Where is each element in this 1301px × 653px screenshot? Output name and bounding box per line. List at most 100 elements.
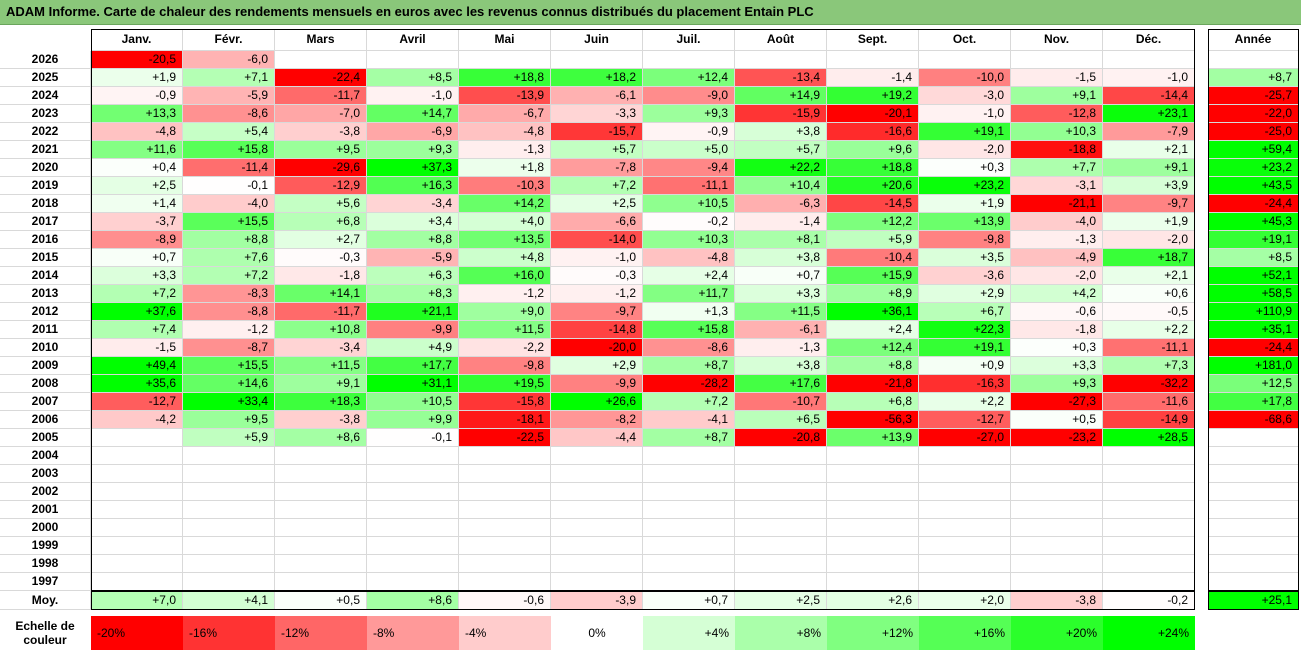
heatmap-cell: -2,2 xyxy=(459,339,551,357)
month-header: Janv. xyxy=(91,29,183,51)
heatmap-cell: -4,8 xyxy=(643,249,735,267)
heatmap-cell xyxy=(183,501,275,519)
year-label: 2020 xyxy=(0,159,91,177)
heatmap-cell: +18,2 xyxy=(551,69,643,87)
heatmap-cell xyxy=(1103,447,1195,465)
heatmap-cell xyxy=(459,555,551,573)
year-label: 2019 xyxy=(0,177,91,195)
heatmap-cell xyxy=(643,555,735,573)
heatmap-cell: +31,1 xyxy=(367,375,459,393)
heatmap-cell: +12,2 xyxy=(827,213,919,231)
heatmap-cell: +15,9 xyxy=(827,267,919,285)
year-label: 1998 xyxy=(0,555,91,573)
heatmap-cell: -1,5 xyxy=(1011,69,1103,87)
heatmap-cell xyxy=(827,51,919,69)
year-label: 2012 xyxy=(0,303,91,321)
annual-cell: +181,0 xyxy=(1208,357,1299,375)
annual-cell xyxy=(1208,519,1299,537)
scale-swatch: +8% xyxy=(735,616,827,650)
heatmap-cell: +8,7 xyxy=(643,429,735,447)
heatmap-cell: -6,3 xyxy=(735,195,827,213)
heatmap-cell xyxy=(459,519,551,537)
heatmap-cell: +8,7 xyxy=(643,357,735,375)
year-label: 2006 xyxy=(0,411,91,429)
heatmap-cell xyxy=(91,555,183,573)
scale-swatch: +12% xyxy=(827,616,919,650)
heatmap-cell: -29,6 xyxy=(275,159,367,177)
heatmap-cell: +2,1 xyxy=(1103,267,1195,285)
heatmap-cell: -0,6 xyxy=(1011,303,1103,321)
heatmap-cell: +7,2 xyxy=(183,267,275,285)
annual-cell: -68,6 xyxy=(1208,411,1299,429)
heatmap-cell: +2,2 xyxy=(1103,321,1195,339)
heatmap-cell: +2,9 xyxy=(551,357,643,375)
heatmap-cell: +10,5 xyxy=(643,195,735,213)
heatmap-cell: +16,0 xyxy=(459,267,551,285)
heatmap-cell: +4,2 xyxy=(1011,285,1103,303)
heatmap-cell: -8,8 xyxy=(183,303,275,321)
heatmap-cell xyxy=(367,501,459,519)
scale-swatch: -8% xyxy=(367,616,459,650)
heatmap-cell xyxy=(919,501,1011,519)
heatmap-cell: -27,0 xyxy=(919,429,1011,447)
heatmap-cell xyxy=(1011,465,1103,483)
year-label: 2001 xyxy=(0,501,91,519)
month-header: Juin xyxy=(551,29,643,51)
heatmap-cell: +2,7 xyxy=(275,231,367,249)
heatmap-cell: -10,4 xyxy=(827,249,919,267)
month-header: Nov. xyxy=(1011,29,1103,51)
heatmap-cell: +15,8 xyxy=(183,141,275,159)
heatmap-cell: -16,6 xyxy=(827,123,919,141)
heatmap-cell: +22,2 xyxy=(735,159,827,177)
heatmap-cell: +14,2 xyxy=(459,195,551,213)
heatmap-cell: -5,9 xyxy=(367,249,459,267)
average-cell: +0,5 xyxy=(275,590,367,610)
annual-cell: -25,7 xyxy=(1208,87,1299,105)
heatmap-cell: -3,4 xyxy=(275,339,367,357)
heatmap-cell: +1,9 xyxy=(919,195,1011,213)
heatmap-cell xyxy=(551,501,643,519)
heatmap-cell: +3,8 xyxy=(735,123,827,141)
annual-cell: +17,8 xyxy=(1208,393,1299,411)
heatmap-cell: +5,9 xyxy=(183,429,275,447)
heatmap-cell: -8,6 xyxy=(643,339,735,357)
average-cell: +2,5 xyxy=(735,590,827,610)
heatmap-cell: +13,3 xyxy=(91,105,183,123)
heatmap-cell: +8,3 xyxy=(367,285,459,303)
heatmap-cell xyxy=(275,447,367,465)
heatmap-cell xyxy=(551,519,643,537)
color-scale-label: Echelle de couleur xyxy=(15,619,75,647)
annual-cell: +110,9 xyxy=(1208,303,1299,321)
heatmap-cell: -1,0 xyxy=(367,87,459,105)
annual-cell xyxy=(1208,447,1299,465)
heatmap-cell: -22,4 xyxy=(275,69,367,87)
heatmap-cell: +7,1 xyxy=(183,69,275,87)
heatmap-cell: +15,5 xyxy=(183,357,275,375)
heatmap-cell: +10,3 xyxy=(643,231,735,249)
heatmap-cell: -6,1 xyxy=(735,321,827,339)
heatmap-cell xyxy=(919,573,1011,591)
heatmap-cell: -20,0 xyxy=(551,339,643,357)
heatmap-cell xyxy=(1103,501,1195,519)
scale-swatch: -16% xyxy=(183,616,275,650)
heatmap-cell: -0,1 xyxy=(183,177,275,195)
heatmap-cell xyxy=(275,573,367,591)
heatmap-cell: +18,3 xyxy=(275,393,367,411)
year-label: 2008 xyxy=(0,375,91,393)
heatmap-cell: -8,3 xyxy=(183,285,275,303)
heatmap-cell: +17,6 xyxy=(735,375,827,393)
heatmap-cell xyxy=(183,573,275,591)
heatmap-cell: +9,3 xyxy=(1011,375,1103,393)
heatmap-cell xyxy=(367,573,459,591)
heatmap-cell: -9,4 xyxy=(643,159,735,177)
heatmap-cell: +1,9 xyxy=(1103,213,1195,231)
heatmap-cell: -6,7 xyxy=(459,105,551,123)
heatmap-cell: -9,9 xyxy=(551,375,643,393)
annual-cell: -24,4 xyxy=(1208,339,1299,357)
heatmap-cell: +5,0 xyxy=(643,141,735,159)
year-label: 2023 xyxy=(0,105,91,123)
heatmap-cell: +0,4 xyxy=(91,159,183,177)
heatmap-cell xyxy=(1011,483,1103,501)
heatmap-cell: +0,9 xyxy=(919,357,1011,375)
heatmap-cell: +8,8 xyxy=(183,231,275,249)
